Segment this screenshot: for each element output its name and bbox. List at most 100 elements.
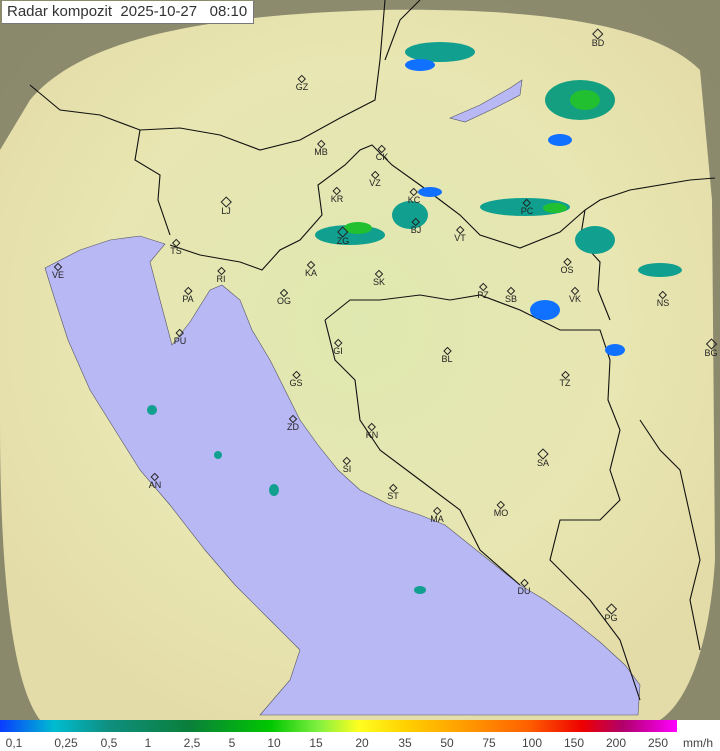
- city-label: SK: [372, 277, 386, 287]
- city-marker-pc: PC: [520, 198, 534, 216]
- city-marker-mo: MO: [493, 500, 509, 518]
- city-marker-vz: VZ: [369, 170, 381, 188]
- legend-tick: 100: [521, 736, 543, 750]
- city-label: LJ: [221, 206, 231, 216]
- city-marker-bl: BL: [441, 346, 453, 364]
- legend-color-scale: [0, 720, 677, 732]
- city-marker-bd: BD: [591, 28, 605, 48]
- city-marker-ma: MA: [430, 506, 444, 524]
- city-label: BG: [704, 348, 718, 358]
- legend-tick: 75: [482, 736, 496, 750]
- city-marker-mb: MB: [314, 139, 328, 157]
- map-title: Radar kompozit 2025-10-27 08:10: [2, 1, 255, 24]
- city-label: SB: [504, 294, 518, 304]
- city-label: ST: [387, 491, 399, 501]
- city-marker-vt: VT: [454, 225, 466, 243]
- title-time: 08:10: [209, 3, 248, 20]
- city-label: PZ: [477, 290, 489, 300]
- city-marker-tz: TZ: [559, 370, 571, 388]
- city-label: GI: [333, 346, 343, 356]
- legend-tick: 10: [267, 736, 281, 750]
- legend-tick: 0,5: [100, 736, 118, 750]
- city-label: BJ: [410, 225, 422, 235]
- city-marker-du: DU: [517, 578, 531, 596]
- city-marker-pg: PG: [604, 603, 618, 623]
- city-label: CK: [375, 152, 389, 162]
- city-label: OS: [560, 265, 574, 275]
- precipitation-echoes: [147, 42, 682, 594]
- city-label: NS: [656, 298, 670, 308]
- city-marker-si: SI: [342, 456, 352, 474]
- legend-tick: 0,25: [54, 736, 78, 750]
- city-marker-ve: VE: [51, 262, 65, 280]
- city-marker-st: ST: [387, 483, 399, 501]
- legend-tick: 5: [228, 736, 236, 750]
- city-marker-sa: SA: [536, 448, 550, 468]
- city-label: KA: [304, 268, 318, 278]
- city-marker-ts: TS: [170, 238, 182, 256]
- city-marker-gs: GS: [289, 370, 303, 388]
- legend-unit: mm/h: [683, 736, 713, 750]
- city-marker-kc: KC: [407, 187, 421, 205]
- city-label: KN: [365, 430, 379, 440]
- city-label: GZ: [295, 82, 309, 92]
- legend-tick: 150: [563, 736, 585, 750]
- city-label: RI: [216, 274, 226, 284]
- city-label: DU: [517, 586, 531, 596]
- title-label: Radar kompozit: [7, 3, 113, 20]
- lake-balaton: [449, 79, 523, 123]
- legend-tick: 250: [647, 736, 669, 750]
- city-label: MO: [493, 508, 509, 518]
- city-label: ZD: [287, 422, 299, 432]
- legend-tick: 0,1: [5, 736, 23, 750]
- legend-tick: 2,5: [183, 736, 201, 750]
- city-marker-lj: LJ: [220, 196, 232, 216]
- legend-tick: 1: [144, 736, 152, 750]
- legend-tick: 200: [605, 736, 627, 750]
- city-marker-sk: SK: [372, 269, 386, 287]
- city-label: AN: [148, 480, 162, 490]
- city-label: PC: [520, 206, 534, 216]
- city-label: VT: [454, 233, 466, 243]
- legend-labels: 0,1 0,25 0,5 1 2,5 5 10 15 20 35 50 75 1…: [0, 736, 720, 751]
- city-label: PA: [182, 294, 194, 304]
- legend-tick: 15: [309, 736, 323, 750]
- city-label: SA: [536, 458, 550, 468]
- city-marker-ka: KA: [304, 260, 318, 278]
- city-marker-bj: BJ: [410, 217, 422, 235]
- city-marker-gi: GI: [333, 338, 343, 356]
- city-label: BD: [591, 38, 605, 48]
- city-label: OG: [276, 296, 292, 306]
- legend-tick: 20: [355, 736, 369, 750]
- city-marker-zd: ZD: [287, 414, 299, 432]
- adriatic-sea: [44, 235, 641, 716]
- city-marker-bg: BG: [704, 338, 718, 358]
- city-marker-pz: PZ: [477, 282, 489, 300]
- city-label: TZ: [559, 378, 571, 388]
- city-marker-an: AN: [148, 472, 162, 490]
- legend-tick: 35: [398, 736, 412, 750]
- city-label: PU: [173, 336, 187, 346]
- city-label: MA: [430, 514, 444, 524]
- city-label: MB: [314, 147, 328, 157]
- radar-map: [0, 0, 720, 720]
- city-label: TS: [170, 246, 182, 256]
- city-label: KR: [330, 194, 344, 204]
- city-label: SI: [342, 464, 352, 474]
- city-marker-vk: VK: [568, 286, 582, 304]
- city-marker-ck: CK: [375, 144, 389, 162]
- city-label: ZG: [336, 236, 350, 246]
- city-marker-pa: PA: [182, 286, 194, 304]
- city-marker-kn: KN: [365, 422, 379, 440]
- city-label: VE: [51, 270, 65, 280]
- city-marker-kr: KR: [330, 186, 344, 204]
- title-date: 2025-10-27: [120, 3, 198, 20]
- city-marker-gz: GZ: [295, 74, 309, 92]
- city-label: BL: [441, 354, 453, 364]
- city-marker-sb: SB: [504, 286, 518, 304]
- city-label: GS: [289, 378, 303, 388]
- city-label: VK: [568, 294, 582, 304]
- city-label: KC: [407, 195, 421, 205]
- city-label: PG: [604, 613, 618, 623]
